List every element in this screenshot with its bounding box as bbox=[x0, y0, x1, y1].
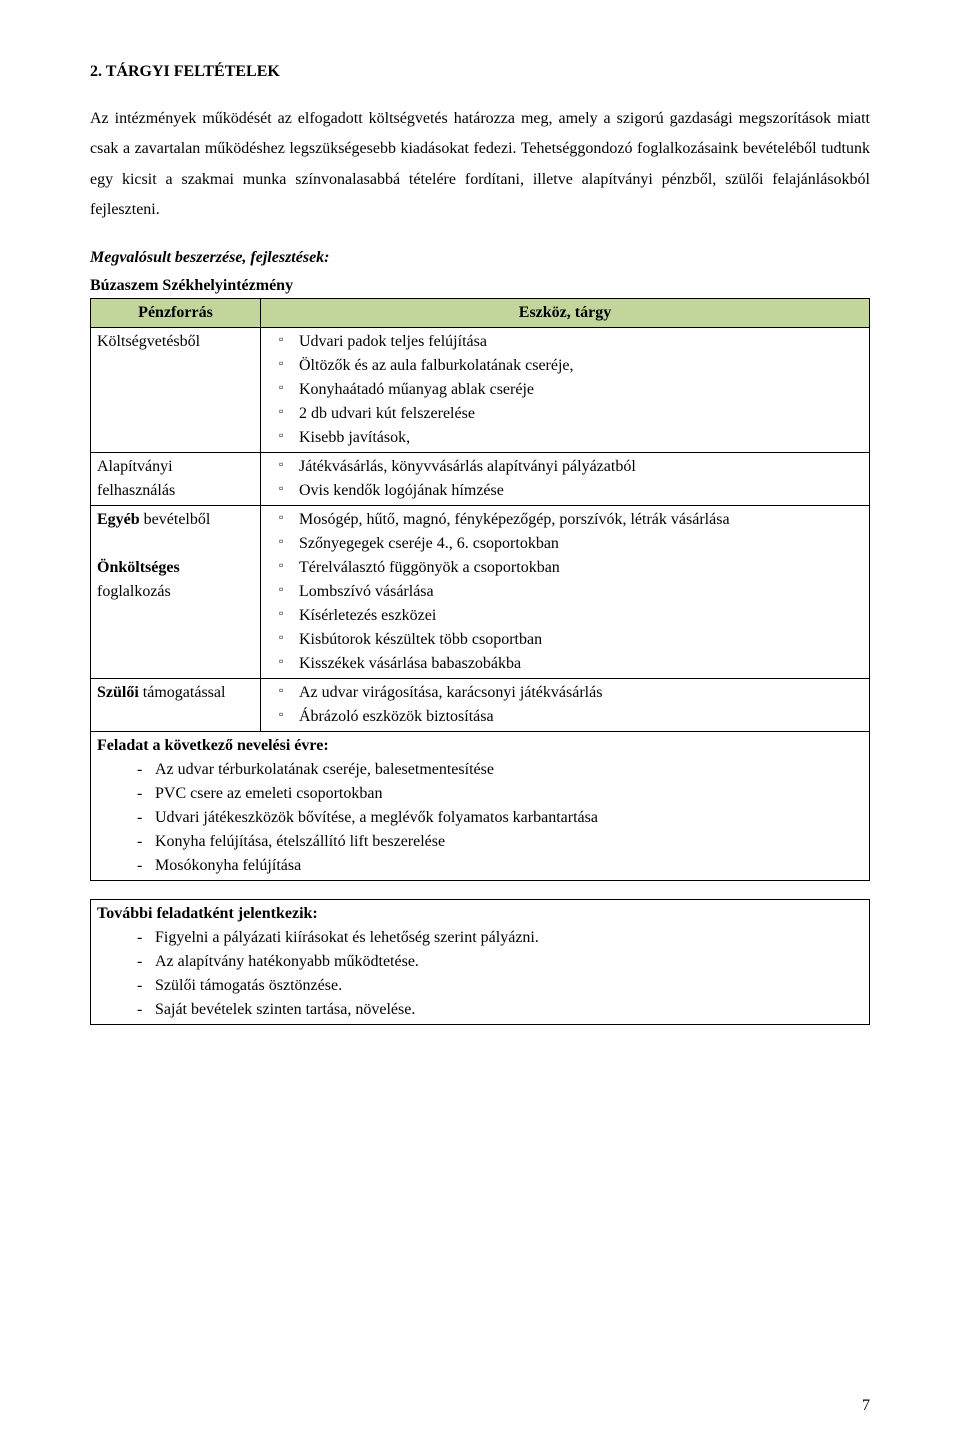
row-items: Mosógép, hűtő, magnó, fényképezőgép, por… bbox=[261, 505, 870, 678]
row-label: Alapítványi felhasználás bbox=[91, 452, 261, 505]
list-item: Konyhaátadó műanyag ablak cseréje bbox=[285, 378, 863, 402]
intro-paragraph: Az intézmények működését az elfogadott k… bbox=[90, 104, 870, 226]
list-item: Ovis kendők logójának hímzése bbox=[285, 479, 863, 503]
list-item: Kisszékek vásárlása babaszobákba bbox=[285, 652, 863, 676]
list-item: Udvari padok teljes felújítása bbox=[285, 330, 863, 354]
list-item: Kisbútorok készültek több csoportban bbox=[285, 628, 863, 652]
tasks-title: Feladat a következő nevelési évre: bbox=[97, 737, 329, 754]
list-item: Az udvar térburkolatának cseréje, balese… bbox=[137, 758, 863, 782]
label-part-bold: Önköltséges bbox=[97, 559, 180, 576]
list-item: 2 db udvari kút felszerelése bbox=[285, 402, 863, 426]
funding-table: Pénzforrás Eszköz, tárgy Költségvetésből… bbox=[90, 298, 870, 881]
row-label: Egyéb bevételből Önköltséges foglalkozás bbox=[91, 505, 261, 678]
label-part-bold: Szülői bbox=[97, 684, 139, 701]
label-part: támogatással bbox=[143, 684, 226, 701]
col-header-eszkoz: Eszköz, tárgy bbox=[261, 298, 870, 327]
row-label: Szülői támogatással bbox=[91, 678, 261, 731]
further-cell: További feladatként jelentkezik: Figyeln… bbox=[91, 899, 870, 1024]
section-heading: 2. TÁRGYI FELTÉTELEK bbox=[90, 60, 870, 84]
institution-title: Búzaszem Székhelyintézmény bbox=[90, 274, 870, 298]
list-item: Figyelni a pályázati kiírásokat és lehet… bbox=[137, 926, 863, 950]
col-header-penzforras: Pénzforrás bbox=[91, 298, 261, 327]
list-item: Játékvásárlás, könyvvásárlás alapítványi… bbox=[285, 455, 863, 479]
row-items: Udvari padok teljes felújítása Öltözők é… bbox=[261, 327, 870, 452]
row-items: Az udvar virágosítása, karácsonyi játékv… bbox=[261, 678, 870, 731]
list-item: Mosókonyha felújítása bbox=[137, 854, 863, 878]
list-item: Kísérletezés eszközei bbox=[285, 604, 863, 628]
page-number: 7 bbox=[862, 1394, 870, 1418]
list-item: Kisebb javítások, bbox=[285, 426, 863, 450]
further-table: További feladatként jelentkezik: Figyeln… bbox=[90, 899, 870, 1025]
list-item: Lombszívó vásárlása bbox=[285, 580, 863, 604]
list-item: Szülői támogatás ösztönzése. bbox=[137, 974, 863, 998]
label-part: bevételből bbox=[144, 511, 211, 528]
table-row: Alapítványi felhasználás Játékvásárlás, … bbox=[91, 452, 870, 505]
tasks-cell: Feladat a következő nevelési évre: Az ud… bbox=[91, 731, 870, 880]
list-item: Az alapítvány hatékonyabb működtetése. bbox=[137, 950, 863, 974]
list-item: Ábrázoló eszközök biztosítása bbox=[285, 705, 863, 729]
list-item: Saját bevételek szinten tartása, növelés… bbox=[137, 998, 863, 1022]
table-row: Költségvetésből Udvari padok teljes felú… bbox=[91, 327, 870, 452]
list-item: Mosógép, hűtő, magnó, fényképezőgép, por… bbox=[285, 508, 863, 532]
megvalosult-title: Megvalósult beszerzése, fejlesztések: bbox=[90, 246, 870, 270]
row-items: Játékvásárlás, könyvvásárlás alapítványi… bbox=[261, 452, 870, 505]
list-item: Az udvar virágosítása, karácsonyi játékv… bbox=[285, 681, 863, 705]
list-item: Udvari játékeszközök bővítése, a meglévő… bbox=[137, 806, 863, 830]
label-part-bold: Egyéb bbox=[97, 511, 140, 528]
row-label: Költségvetésből bbox=[91, 327, 261, 452]
further-title: További feladatként jelentkezik: bbox=[97, 905, 318, 922]
label-part: foglalkozás bbox=[97, 583, 171, 600]
list-item: Konyha felújítása, ételszállító lift bes… bbox=[137, 830, 863, 854]
table-row: Egyéb bevételből Önköltséges foglalkozás… bbox=[91, 505, 870, 678]
further-section: További feladatként jelentkezik: Figyeln… bbox=[90, 899, 870, 1025]
list-item: Térelválasztó függönyök a csoportokban bbox=[285, 556, 863, 580]
list-item: PVC csere az emeleti csoportokban bbox=[137, 782, 863, 806]
list-item: Öltözők és az aula falburkolatának cseré… bbox=[285, 354, 863, 378]
table-row: Szülői támogatással Az udvar virágosítás… bbox=[91, 678, 870, 731]
table-tasks-row: Feladat a következő nevelési évre: Az ud… bbox=[91, 731, 870, 880]
list-item: Szőnyegegek cseréje 4., 6. csoportokban bbox=[285, 532, 863, 556]
